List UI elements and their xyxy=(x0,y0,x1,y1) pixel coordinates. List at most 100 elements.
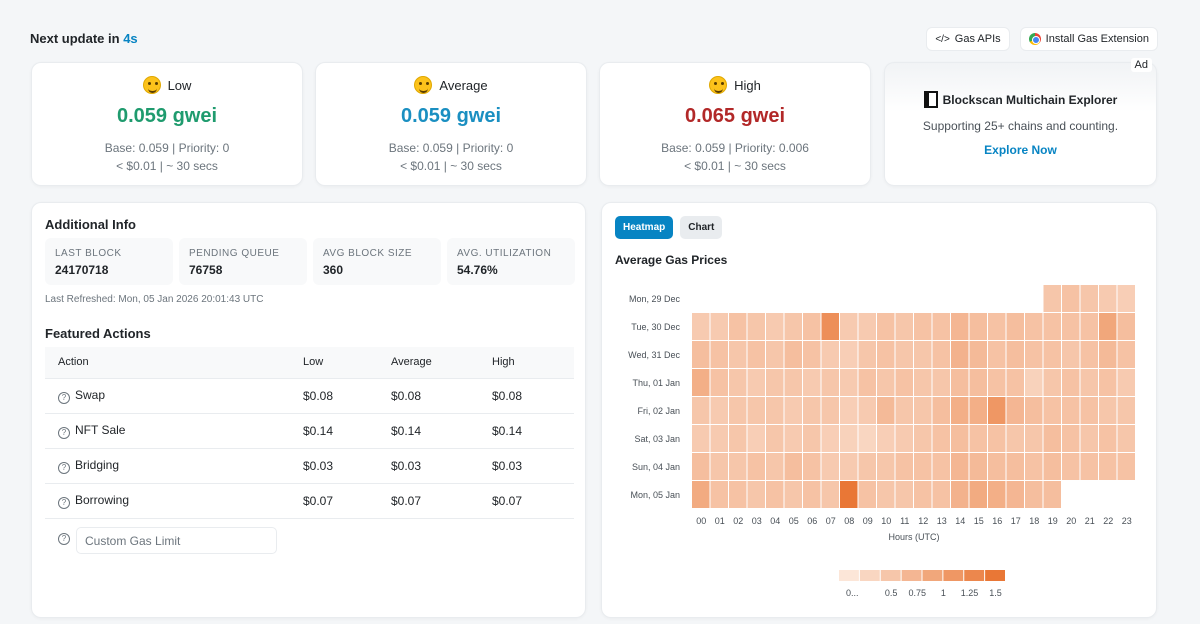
heatmap-cell xyxy=(969,425,987,452)
heatmap-cell xyxy=(747,481,765,508)
heatmap-cell xyxy=(710,425,728,452)
col-high: High xyxy=(479,347,574,378)
top-links: </> Gas APIs Install Gas Extension xyxy=(926,27,1158,51)
table-row: ? Bridging $0.03 $0.03 $0.03 xyxy=(45,447,574,483)
heatmap-cell xyxy=(840,369,858,396)
heatmap-cell xyxy=(840,425,858,452)
heatmap-cell xyxy=(1080,453,1098,480)
heatmap-day-label: Thu, 01 Jan xyxy=(632,378,680,388)
smile-emoji-icon xyxy=(142,76,161,94)
heatmap-hour-label: 09 xyxy=(863,516,873,526)
heatmap-cell xyxy=(747,397,765,424)
heatmap-cell xyxy=(914,369,932,396)
heatmap-cell xyxy=(932,453,950,480)
heatmap-cell xyxy=(1006,341,1024,368)
heatmap-chart: Mon, 29 Dec Tue, 30 Dec Wed, 31 Dec Thu, 01… xyxy=(628,285,1135,598)
colorscale-tick-label: 1.5 xyxy=(989,588,1002,598)
heatmap-cell xyxy=(969,397,987,424)
heatmap-cell xyxy=(858,425,876,452)
gas-apis-label: Gas APIs xyxy=(954,33,1001,45)
additional-info-title: Additional Info xyxy=(45,217,136,232)
heatmap-cell xyxy=(710,341,728,368)
heatmap-cell xyxy=(840,341,858,368)
heatmap-cell xyxy=(692,369,710,396)
heatmap-hour-label: 20 xyxy=(1066,516,1076,526)
stats-row: LAST BLOCK 24170718 PENDING QUEUE 76758 AV… xyxy=(45,238,575,285)
stat-value: 360 xyxy=(323,263,344,277)
heatmap-cell xyxy=(766,453,784,480)
heatmap-cell xyxy=(1025,369,1043,396)
action-name: Bridging xyxy=(75,457,120,472)
heatmap-cell xyxy=(729,453,747,480)
heatmap-cell xyxy=(932,341,950,368)
heatmap-cell xyxy=(1117,397,1135,424)
install-extension-link[interactable]: Install Gas Extension xyxy=(1019,27,1158,51)
heatmap-cell xyxy=(840,397,858,424)
colorscale-swatch xyxy=(985,570,1005,581)
heatmap-cell xyxy=(932,481,950,508)
heatmap-cell xyxy=(951,369,969,396)
grin-emoji-icon xyxy=(414,76,433,94)
heatmap-cell xyxy=(1117,425,1135,452)
heatmap-hour-label: 08 xyxy=(844,516,854,526)
stat-value: 54.76% xyxy=(457,263,498,277)
help-icon[interactable]: ? xyxy=(58,391,70,404)
heatmap-cell xyxy=(988,453,1006,480)
heatmap-cell xyxy=(1099,313,1117,340)
heatmap-cell xyxy=(895,369,913,396)
heatmap-cell xyxy=(969,481,987,508)
average-gas-value: 0.059 gwei xyxy=(400,105,502,127)
heatmap-hour-label: 22 xyxy=(1103,516,1113,526)
gas-heatmap-card: Heatmap Chart Average Gas Prices Mon, 29… xyxy=(601,202,1157,618)
heatmap-cell xyxy=(692,425,710,452)
heatmap-cell xyxy=(1080,369,1098,396)
high-cost-cell: $0.07 xyxy=(479,482,574,518)
help-icon[interactable]: ? xyxy=(58,533,70,545)
heatmap-cell xyxy=(729,425,747,452)
low-cost-cell: $0.08 xyxy=(290,377,378,413)
low-cost-cell: $0.07 xyxy=(290,482,378,518)
heatmap-cell xyxy=(766,481,784,508)
heatmap-cell xyxy=(784,481,802,508)
heatmap-day-label: Sat, 03 Jan xyxy=(634,434,680,444)
explore-now-link[interactable]: Explore Now xyxy=(984,143,1057,157)
average-cost-cell: $0.07 xyxy=(378,482,479,518)
high-base: Base: 0.059 | Priority: 0.006 xyxy=(661,141,809,155)
average-cost-cell: $0.03 xyxy=(378,447,479,483)
ad-tag: Ad xyxy=(1130,58,1152,72)
heatmap-cell xyxy=(1025,313,1043,340)
heatmap-cell xyxy=(969,369,987,396)
average-cost: < $0.01 | ~ 30 secs xyxy=(400,159,502,173)
colorscale-swatch xyxy=(901,570,922,581)
heatmap-cell xyxy=(858,341,876,368)
heatmap-hour-label: 21 xyxy=(1085,516,1095,526)
gas-apis-link[interactable]: </> Gas APIs xyxy=(926,27,1010,51)
chart-tab[interactable]: Chart xyxy=(680,216,723,239)
heatmap-cell xyxy=(1099,453,1117,480)
heatmap-cell xyxy=(1080,397,1098,424)
heatmap-cell xyxy=(1080,313,1098,340)
heatmap-hour-label: 17 xyxy=(1011,516,1021,526)
heatmap-hour-label: 15 xyxy=(974,516,984,526)
heatmap-cell xyxy=(710,397,728,424)
heatmap-cell xyxy=(914,341,932,368)
heatmap-cell xyxy=(821,425,839,452)
heatmap-tab[interactable]: Heatmap xyxy=(615,216,674,239)
heatmap-cell xyxy=(1117,341,1135,368)
ad-card[interactable]: Ad Blockscan Multichain Explorer Support… xyxy=(884,58,1157,186)
heatmap-hour-label: 01 xyxy=(715,516,725,526)
heatmap-cell xyxy=(988,341,1006,368)
custom-gas-limit-input[interactable] xyxy=(76,527,277,554)
help-icon[interactable]: ? xyxy=(58,461,70,474)
heatmap-title: Average Gas Prices xyxy=(615,253,728,267)
low-gas-card: Low 0.059 gwei Base: 0.059 | Priority: 0… xyxy=(31,62,303,186)
heatmap-cell xyxy=(766,425,784,452)
heatmap-cell xyxy=(988,369,1006,396)
heatmap-cell xyxy=(692,397,710,424)
help-icon[interactable]: ? xyxy=(58,496,70,509)
help-icon[interactable]: ? xyxy=(58,426,70,439)
heatmap-hour-label: 04 xyxy=(770,516,780,526)
heatmap-cell xyxy=(969,453,987,480)
colorscale-tick-label: 0... xyxy=(846,588,859,598)
heatmap-cell xyxy=(1043,453,1061,480)
